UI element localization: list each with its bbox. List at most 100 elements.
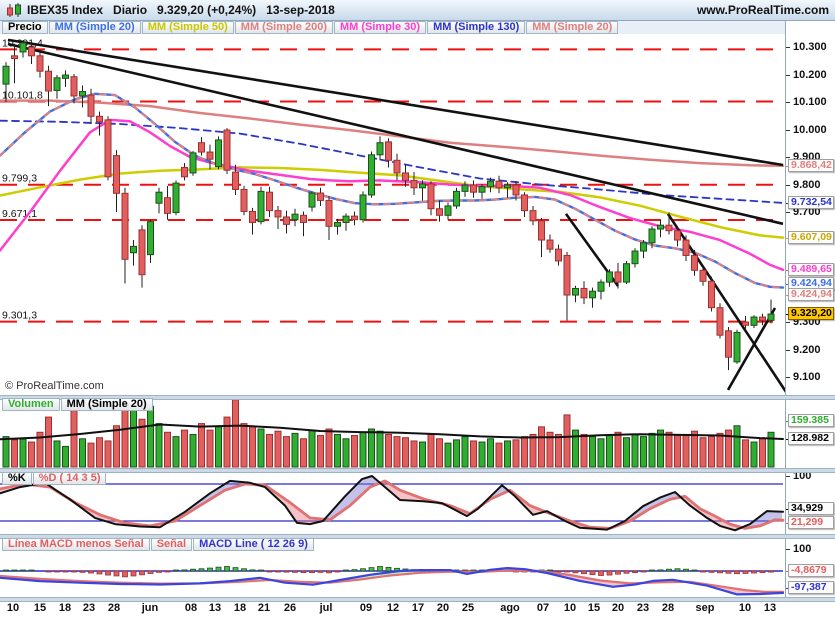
time-axis-label: sep: [695, 602, 715, 614]
time-axis-label: 07: [536, 602, 550, 614]
time-axis[interactable]: 10 15 18 23 28 jun 08 13 18 21 26 jul 09 12 17 20 25 ago 0…: [0, 599, 835, 620]
axis-value-badge: 9.868,42: [788, 158, 834, 172]
last-price-badge: 9.329,20: [788, 306, 834, 320]
symbol-label: IBEX35 Index: [27, 3, 104, 17]
axis-tick-label: 9.800: [793, 178, 821, 191]
time-axis-label: 09: [359, 602, 373, 614]
axis-tick-label: 100: [793, 470, 812, 482]
macd-legend-chip[interactable]: Señal: [150, 538, 193, 551]
title-bar: IBEX35 Index Diario 9.329,20 (+0,24%) 13…: [0, 0, 835, 21]
change-label: (+0,24%): [207, 3, 257, 17]
time-axis-label: 18: [58, 602, 72, 614]
price-axis-column[interactable]: 10.300 10.200 10.100 10.000 9.900 9.800 9.700 9…: [785, 20, 835, 599]
price-legend-chip[interactable]: MM (Simple 30): [333, 21, 427, 34]
axis-value-badge: 9.489,65: [788, 262, 834, 276]
price-level-label: 9.799,3: [2, 173, 37, 185]
trendline[interactable]: [726, 307, 777, 391]
stochastic-panel: [0, 475, 785, 532]
time-axis-label: 13: [763, 602, 777, 614]
macd-line: [0, 566, 785, 596]
time-axis-label: 15: [587, 602, 601, 614]
time-axis-label: 21: [257, 602, 271, 614]
macd-legend-chips: Línea MACD menos Señal Señal MACD Line ( 1…: [2, 538, 315, 551]
time-axis-label: 28: [661, 602, 675, 614]
last-price-label: 9.329,20 (+0,24%): [157, 3, 257, 17]
trendline[interactable]: [7, 38, 784, 167]
time-axis-label: ago: [500, 602, 520, 614]
time-axis-label: 23: [636, 602, 650, 614]
time-axis-label: jul: [319, 602, 333, 614]
price-panel: 10.291,410.101,89.799,39.671,19.301,3: [0, 37, 788, 393]
ma-line: [0, 166, 785, 239]
price-legend-chip[interactable]: Precio: [2, 21, 48, 34]
date-label: 13-sep-2018: [266, 3, 335, 17]
stochastic-legend-chips: %K %D ( 14 3 5): [2, 472, 107, 485]
axis-value-badge: 34,929: [788, 502, 834, 515]
site-link[interactable]: www.ProRealTime.com: [696, 3, 829, 17]
price-level-label: 9.301,3: [2, 310, 37, 322]
copyright-label: © ProRealTime.com: [5, 380, 104, 392]
price-level-label: 10.101,8: [2, 90, 43, 102]
price-legend-chip[interactable]: MM (Simple 130): [427, 21, 526, 34]
axis-value-badge: 9.732,54: [788, 196, 834, 210]
time-axis-label: 10: [563, 602, 577, 614]
axis-value-badge: 21,299: [788, 516, 834, 529]
price-level-label: 9.671,1: [2, 208, 37, 220]
macd-legend-chip[interactable]: Línea MACD menos Señal: [2, 538, 150, 551]
axis-tick-label: 9.100: [793, 371, 821, 383]
ma-line: [0, 92, 784, 289]
price-legend-chip[interactable]: MM (Simple 50): [141, 21, 234, 34]
time-axis-label: 28: [107, 602, 121, 614]
time-axis-label: 20: [436, 602, 450, 614]
panel-separator[interactable]: [0, 395, 835, 400]
stoch-legend-chip[interactable]: %K: [2, 472, 32, 485]
axis-tick-label: 9.200: [793, 343, 821, 356]
ma-line: [0, 99, 785, 168]
axis-tick-label: 10.100: [793, 96, 827, 108]
time-axis-label: 17: [411, 602, 425, 614]
ma-line: [0, 118, 785, 272]
axis-tick-label: 10.300: [793, 41, 827, 53]
axis-tick-label: 10.000: [793, 123, 827, 136]
time-axis-label: 20: [611, 602, 625, 614]
volume-legend-chip[interactable]: Volumen: [2, 398, 60, 411]
axis-value-badge: 159.385: [788, 414, 834, 427]
volume-legend-chips: Volumen MM (Simple 20): [2, 398, 154, 411]
time-axis-label: 13: [208, 602, 222, 614]
price-legend-chip[interactable]: MM (Simple 20): [48, 21, 141, 34]
macd-panel: [0, 566, 785, 596]
time-axis-label: 18: [233, 602, 247, 614]
volume-legend-chip[interactable]: MM (Simple 20): [60, 398, 153, 411]
trendline[interactable]: [7, 42, 784, 226]
macd-legend-chip[interactable]: MACD Line ( 12 26 9): [193, 538, 314, 551]
time-axis-label: 10: [738, 602, 752, 614]
timeframe-label: Diario: [113, 3, 148, 17]
axis-value-badge: -4,8679: [788, 564, 834, 577]
volume-panel: [0, 399, 784, 468]
volume-ma-line: [0, 423, 784, 441]
axis-value-badge: -97,387: [788, 581, 834, 594]
time-axis-label: 26: [283, 602, 297, 614]
panel-separator[interactable]: [0, 468, 835, 473]
candlestick-series: [2, 40, 775, 371]
panel-separator[interactable]: [0, 534, 835, 539]
price-legend-chip[interactable]: MM (Simple 200): [234, 21, 333, 34]
candlestick-icon: [7, 3, 21, 17]
time-axis-label: 08: [184, 602, 198, 614]
time-axis-label: jun: [141, 602, 159, 614]
time-axis-label: 12: [386, 602, 400, 614]
time-axis-label: 25: [461, 602, 475, 614]
axis-value-badge: 9.424,94: [788, 287, 834, 301]
price-legend-chip[interactable]: MM (Simple 20): [526, 21, 619, 34]
price-legend-chips: Precio MM (Simple 20) MM (Simple 50) MM (Si…: [2, 21, 619, 34]
time-axis-label: 15: [33, 602, 47, 614]
axis-value-badge: 128.982: [788, 432, 834, 445]
time-axis-label: 23: [82, 602, 96, 614]
axis-tick-label: 100: [793, 543, 812, 555]
axis-tick-label: 10.200: [793, 68, 827, 81]
time-axis-label: 10: [6, 602, 20, 614]
stoch-legend-chip[interactable]: %D ( 14 3 5): [32, 472, 107, 485]
panel-separator: [0, 597, 835, 602]
